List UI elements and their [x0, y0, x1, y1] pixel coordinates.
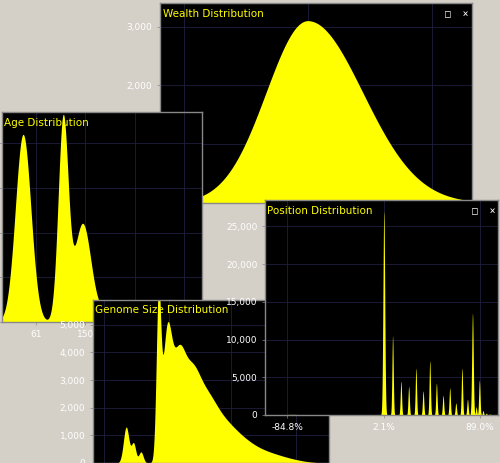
- Text: Position Distribution: Position Distribution: [268, 206, 373, 216]
- Text: Age Distribution: Age Distribution: [4, 119, 89, 128]
- Text: □  ×: □ ×: [446, 9, 469, 19]
- Text: □  ×: □ ×: [472, 206, 496, 216]
- Text: Wealth Distribution: Wealth Distribution: [163, 9, 264, 19]
- Text: Genome Size Distribution: Genome Size Distribution: [96, 305, 228, 315]
